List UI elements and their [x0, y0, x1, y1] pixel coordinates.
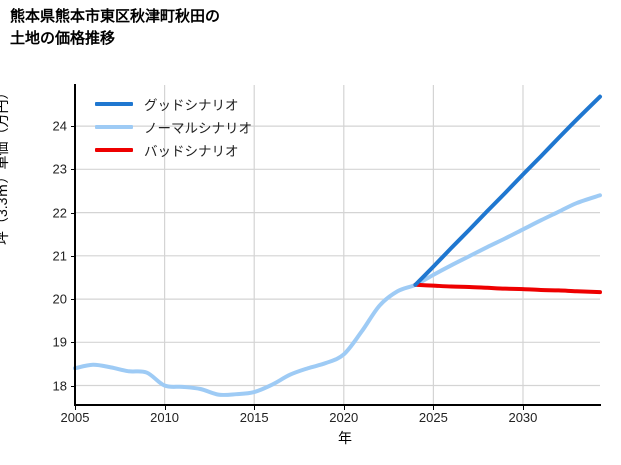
x-tick-mark [522, 406, 524, 410]
y-tick-mark [71, 342, 75, 344]
x-tick-mark [254, 406, 256, 410]
page-title: 熊本県熊本市東区秋津町秋田の 土地の価格推移 [10, 8, 221, 47]
x-tick-label: 2005 [60, 410, 90, 425]
x-tick-mark [433, 406, 435, 410]
chart-legend: グッドシナリオ ノーマルシナリオ バッドシナリオ [95, 92, 252, 161]
y-tick-label: 22 [52, 205, 67, 221]
legend-label: バッドシナリオ [144, 143, 239, 159]
legend-color-swatch [95, 124, 133, 129]
y-tick-label: 19 [52, 334, 67, 350]
x-axis [74, 404, 601, 406]
plot-area [73, 85, 602, 405]
y-axis-label: 坪（3.3㎡）単価（万円） [0, 85, 10, 245]
x-tick-mark [75, 406, 76, 410]
y-tick-label: 18 [52, 378, 67, 394]
y-tick-label: 24 [52, 118, 67, 134]
x-tick-label: 2025 [418, 410, 448, 425]
x-tick-label: 2015 [239, 410, 269, 425]
legend-item[interactable]: ノーマルシナリオ [95, 115, 252, 138]
x-tick-label: 2030 [508, 410, 538, 425]
y-tick-label: 20 [52, 291, 67, 307]
legend-label: グッドシナリオ [144, 97, 239, 113]
y-tick-label: 23 [52, 161, 67, 177]
legend-color-swatch [95, 101, 133, 106]
x-axis-label: 年 [338, 430, 352, 446]
y-tick-mark [71, 212, 75, 214]
y-tick-mark [71, 255, 75, 257]
legend-item[interactable]: バッドシナリオ [95, 138, 252, 161]
x-tick-label: 2010 [150, 410, 180, 425]
legend-item[interactable]: グッドシナリオ [95, 92, 252, 115]
y-tick-mark [71, 385, 75, 387]
legend-color-swatch [95, 147, 133, 152]
y-tick-mark [71, 126, 75, 128]
x-tick-mark [343, 406, 345, 410]
x-tick-label: 2020 [329, 410, 359, 425]
y-tick-label: 21 [52, 248, 67, 264]
x-tick-mark [164, 406, 166, 410]
y-tick-mark [71, 169, 75, 171]
series-lines [73, 94, 602, 397]
y-tick-mark [71, 299, 75, 301]
y-axis [74, 84, 76, 406]
legend-label: ノーマルシナリオ [144, 120, 252, 136]
